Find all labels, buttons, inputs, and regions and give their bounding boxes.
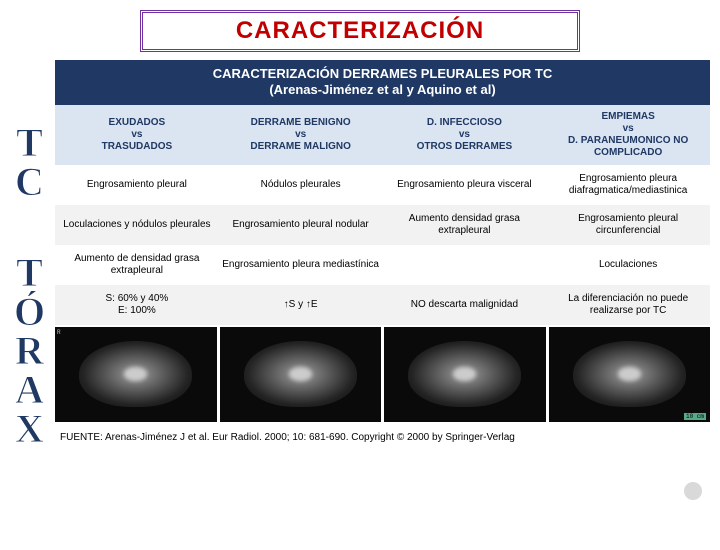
ct-scan-image [220,327,382,422]
cell: S: 60% y 40%E: 100% [55,285,219,325]
content-area: CARACTERIZACIÓN DERRAMES PLEURALES POR T… [55,60,710,422]
cell: Engrosamiento pleural [55,165,219,205]
col-header-0: EXUDADOSvsTRASUDADOS [55,105,219,165]
page-title: CARACTERIZACIÓN [153,17,567,45]
cell: ↑S y ↑E [219,285,383,325]
page-indicator-icon [684,482,702,500]
col-header-1: DERRAME BENIGNOvsDERRAME MALIGNO [219,105,383,165]
side-label-tc: TC [6,120,53,198]
table-title-line1: CARACTERIZACIÓN DERRAMES PLEURALES POR T… [59,66,706,82]
side-label-torax: TÓRAX [6,250,53,445]
ct-scan-image [384,327,546,422]
ct-scan-image: 10 cm [549,327,711,422]
scale-label: 10 cm [684,413,706,420]
cell: Loculaciones [546,245,710,285]
col-header-3: EMPIEMASvsD. PARANEUMONICO NO COMPLICADO [546,105,710,165]
source-footer: FUENTE: Arenas-Jiménez J et al. Eur Radi… [60,432,700,443]
col-header-2: D. INFECCIOSOvsOTROS DERRAMES [383,105,547,165]
cell: Engrosamiento pleural nodular [219,205,383,245]
scan-image-row: R 10 cm [55,327,710,422]
table-title: CARACTERIZACIÓN DERRAMES PLEURALES POR T… [55,60,710,105]
ct-scan-image: R [55,327,217,422]
cell: Loculaciones y nódulos pleurales [55,205,219,245]
cell: Engrosamiento pleura mediastínica [219,245,383,285]
title-box: CARACTERIZACIÓN [140,10,580,52]
cell: NO descarta malignidad [383,285,547,325]
cell: Engrosamiento pleura visceral [383,165,547,205]
cell: Aumento de densidad grasa extrapleural [55,245,219,285]
table-title-line2: (Arenas-Jiménez et al y Aquino et al) [59,82,706,98]
table-header-row: EXUDADOSvsTRASUDADOS DERRAME BENIGNOvsDE… [55,105,710,165]
cell: Engrosamiento pleura diafragmatica/media… [546,165,710,205]
cell: Engrosamiento pleural circunferencial [546,205,710,245]
table-row: Aumento de densidad grasa extrapleural E… [55,245,710,285]
table-row: S: 60% y 40%E: 100% ↑S y ↑E NO descarta … [55,285,710,325]
cell: Nódulos pleurales [219,165,383,205]
table-row: Loculaciones y nódulos pleurales Engrosa… [55,205,710,245]
table-row: Engrosamiento pleural Nódulos pleurales … [55,165,710,205]
characterization-table: EXUDADOSvsTRASUDADOS DERRAME BENIGNOvsDE… [55,105,710,325]
cell: Aumento densidad grasa extrapleural [383,205,547,245]
cell [383,245,547,285]
cell: La diferenciación no puede realizarse po… [546,285,710,325]
